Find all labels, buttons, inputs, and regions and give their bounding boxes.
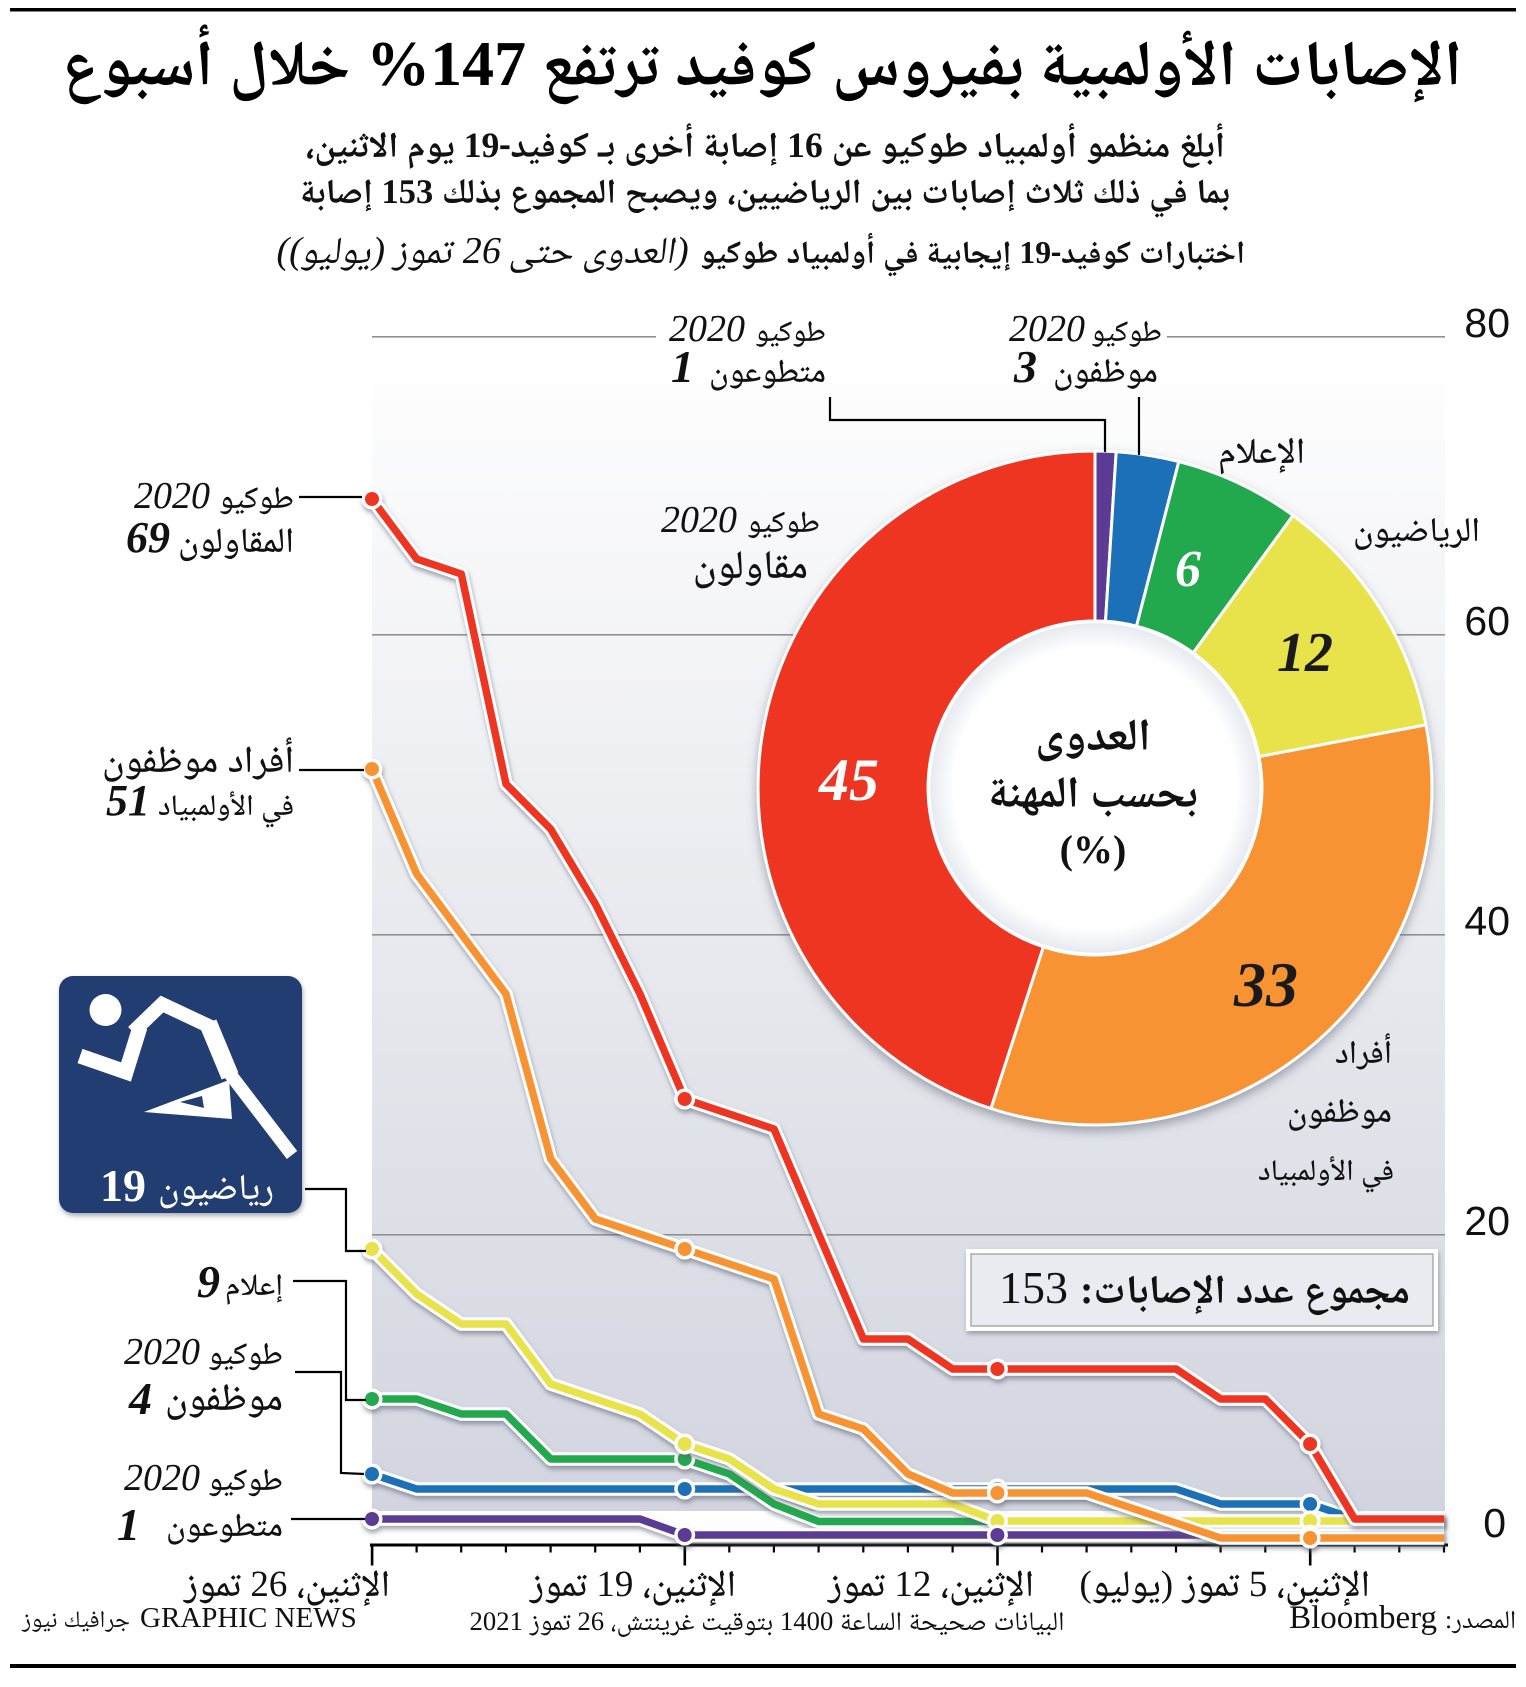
svg-text:12: 12 xyxy=(1277,622,1333,684)
svg-text:2020: 2020 xyxy=(124,1331,200,1373)
svg-text:19: 19 xyxy=(100,1160,146,1211)
svg-text:0: 0 xyxy=(1483,1500,1506,1546)
svg-text:2020: 2020 xyxy=(124,1457,200,1499)
svg-text:2020: 2020 xyxy=(661,499,737,541)
svg-text:2020: 2020 xyxy=(1009,308,1085,350)
svg-text:40: 40 xyxy=(1464,898,1510,944)
svg-text:20: 20 xyxy=(1464,1198,1510,1244)
svg-text:45: 45 xyxy=(818,747,879,813)
svg-text:(%): (%) xyxy=(1060,827,1127,872)
svg-text:2020: 2020 xyxy=(669,308,745,350)
svg-text:1: 1 xyxy=(671,341,694,392)
svg-text:9: 9 xyxy=(197,1256,220,1307)
svg-text:4: 4 xyxy=(128,1373,152,1424)
svg-text:1: 1 xyxy=(117,1499,140,1550)
svg-text:33: 33 xyxy=(1233,949,1298,1020)
svg-text:69: 69 xyxy=(126,513,170,562)
svg-text:80: 80 xyxy=(1464,300,1510,346)
svg-text:2020: 2020 xyxy=(134,475,210,517)
svg-text:60: 60 xyxy=(1464,598,1510,644)
svg-text:153: 153 xyxy=(999,1262,1068,1313)
svg-text:3: 3 xyxy=(1013,341,1037,392)
svg-text:51: 51 xyxy=(106,776,150,825)
svg-text:GRAPHIC NEWS: GRAPHIC NEWS xyxy=(140,1602,357,1634)
svg-text:Bloomberg: Bloomberg xyxy=(1289,1600,1437,1636)
svg-text:6: 6 xyxy=(1175,541,1201,598)
